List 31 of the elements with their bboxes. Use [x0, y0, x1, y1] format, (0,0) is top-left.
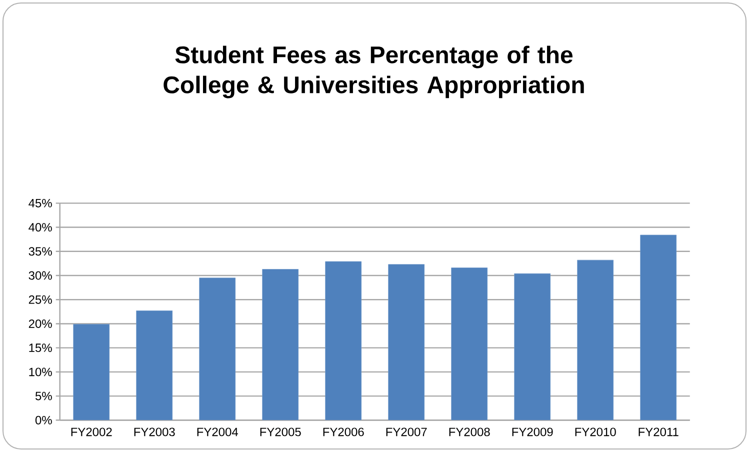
x-tick-label: FY2011	[638, 428, 678, 436]
y-tick-label: 30%	[28, 271, 52, 280]
x-tick-label: FY2004	[197, 428, 238, 436]
x-tick-label: FY2010	[575, 428, 616, 436]
y-tick-label: 40%	[28, 223, 52, 232]
x-tick-label: FY2003	[134, 428, 175, 436]
y-tick-label: 10%	[29, 368, 52, 376]
bar	[640, 234, 677, 420]
y-tick-label: 0%	[35, 416, 52, 424]
bar	[514, 274, 550, 420]
y-tick-label: 25%	[28, 295, 52, 304]
bar	[325, 262, 362, 420]
bar	[199, 278, 236, 420]
x-tick-label: FY2008	[449, 428, 490, 436]
y-tick-label: 5%	[35, 392, 52, 400]
bar	[136, 310, 172, 420]
bar	[262, 269, 298, 420]
x-tick-label: FY2009	[512, 428, 553, 436]
y-tick-label: 35%	[28, 247, 52, 256]
y-tick-label: 45%	[28, 198, 52, 208]
bar	[73, 324, 110, 420]
x-tick-label: FY2002	[71, 428, 112, 436]
y-tick-label: 15%	[29, 344, 52, 352]
chart-title: Student Fees as Percentage of the College & Universities Appropriation	[164, 46, 584, 98]
x-tick-label: FY2005	[260, 428, 301, 436]
x-tick-label: FY2006	[323, 428, 364, 436]
bar	[451, 268, 488, 420]
bar	[577, 260, 614, 420]
y-tick-label: 20%	[28, 319, 52, 328]
bar	[388, 264, 424, 420]
x-tick-label: FY2007	[386, 428, 427, 436]
